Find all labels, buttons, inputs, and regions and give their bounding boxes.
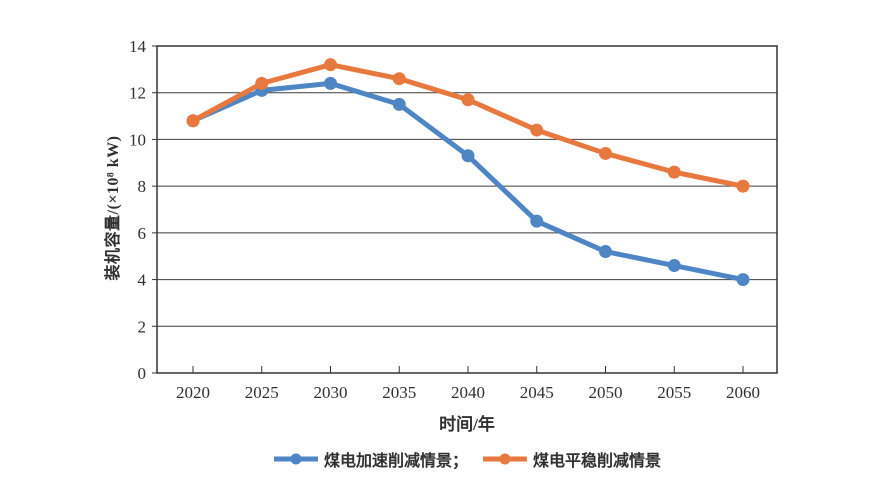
data-point-marker (324, 58, 337, 72)
x-tick-label: 2035 (382, 383, 416, 402)
legend-line-marker-blue-icon (273, 453, 318, 465)
x-tick-label: 2060 (726, 383, 760, 402)
data-point-marker (667, 165, 681, 179)
data-point-marker (736, 273, 750, 287)
legend-label-steady: 煤电平稳削减情景 (533, 453, 662, 470)
legend-label-accelerated: 煤电加速削减情景； (323, 453, 468, 470)
legend-marker-blue (290, 453, 302, 465)
data-point-marker (667, 259, 681, 273)
data-point-marker (599, 245, 612, 259)
y-tick-label: 0 (138, 364, 147, 383)
data-point-marker (530, 214, 544, 228)
legend: 煤电加速削减情景； 煤电平稳削减情景 (273, 447, 661, 471)
x-tick-label: 2020 (176, 383, 210, 402)
x-tick-label: 2025 (245, 383, 279, 402)
y-tick-label: 4 (138, 271, 147, 290)
y-axis-title: 装机容量/(×10⁸ kW) (105, 135, 122, 281)
y-tick-label: 6 (138, 224, 147, 243)
x-tick-label: 2030 (314, 383, 348, 402)
plot-border (156, 45, 778, 374)
data-point-marker (324, 76, 337, 90)
data-point-marker (392, 97, 406, 111)
y-tick-label: 12 (129, 84, 146, 103)
series-line (190, 80, 746, 283)
x-tick-label: 2050 (589, 383, 623, 402)
x-tick-label: 2055 (657, 383, 691, 402)
data-point-marker (599, 146, 612, 160)
data-point-marker (461, 149, 475, 163)
x-tick-label: 2040 (451, 383, 485, 402)
data-point-marker (530, 123, 544, 137)
legend-item-accelerated: 煤电加速削减情景； (273, 447, 468, 471)
data-point-marker (392, 72, 406, 86)
legend-item-steady: 煤电平稳削减情景 (482, 447, 661, 471)
data-point-marker (255, 76, 269, 90)
series-line (190, 62, 746, 189)
y-tick-label: 10 (129, 130, 146, 149)
legend-line-marker-orange-icon (483, 453, 527, 465)
x-tick-label: 2045 (520, 383, 554, 402)
x-axis-title: 时间/年 (439, 415, 495, 434)
data-point-marker (736, 179, 750, 193)
legend-marker-orange (499, 453, 511, 465)
data-point-marker (461, 93, 475, 107)
y-tick-label: 2 (138, 317, 147, 336)
data-point-marker (186, 114, 200, 128)
y-tick-label: 8 (138, 177, 147, 196)
y-tick-label: 14 (129, 37, 147, 56)
